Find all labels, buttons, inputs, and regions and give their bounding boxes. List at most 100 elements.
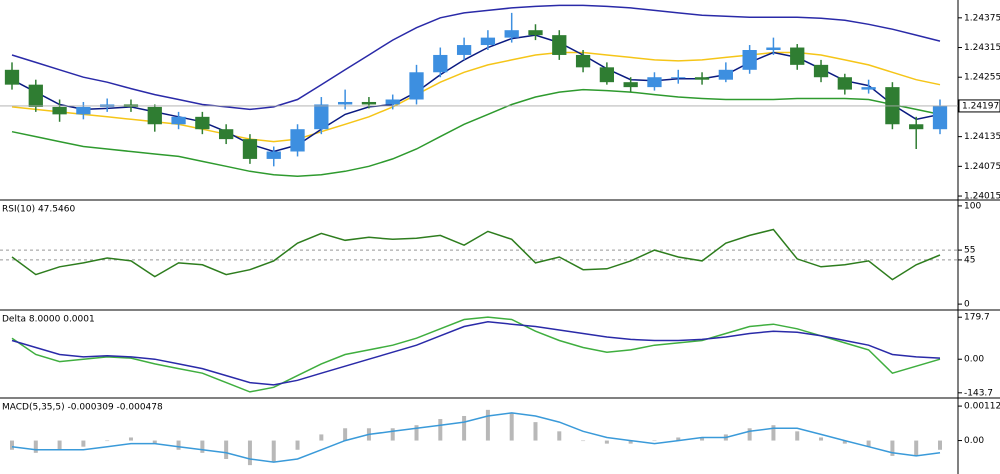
- macd-bar: [485, 409, 490, 441]
- macd-bar: [295, 440, 300, 450]
- macd-bar: [700, 437, 705, 441]
- macd-bar: [557, 431, 562, 441]
- candle-body: [195, 116, 210, 130]
- candle-body: [647, 77, 662, 88]
- y-tick-label: 1.24375: [964, 13, 1000, 23]
- panel-title: MACD(5,35,5) -0.000309 -0.000478: [2, 403, 163, 413]
- indicator-line: [11, 88, 941, 177]
- candle-body: [623, 82, 638, 88]
- candle-body: [837, 77, 852, 90]
- candle-body: [433, 54, 448, 73]
- macd-bar: [462, 415, 467, 441]
- candle-body: [790, 47, 805, 65]
- candle-body: [28, 84, 43, 107]
- macd-bar: [247, 440, 252, 466]
- macd-bar: [105, 440, 110, 442]
- candle-body: [385, 99, 400, 105]
- panel-title: RSI(10) 47.5460: [2, 205, 75, 215]
- macd-bar: [200, 440, 205, 453]
- y-tick-label: -143.7: [964, 388, 993, 398]
- macd-bar: [509, 412, 514, 441]
- indicator-line: [11, 228, 941, 281]
- macd-bar: [128, 437, 133, 441]
- macd-bar: [224, 440, 229, 459]
- y-tick-label: 1.24315: [964, 43, 1000, 53]
- candle-body: [504, 30, 519, 38]
- candle-body: [4, 69, 20, 85]
- macd-bar: [628, 440, 633, 444]
- macd-bar: [842, 440, 847, 444]
- indicator-line: [11, 34, 941, 153]
- y-tick-label: 1.24135: [964, 132, 1000, 142]
- candle-body: [861, 87, 876, 90]
- candle-body: [456, 45, 472, 55]
- macd-bar: [390, 428, 395, 441]
- y-tick-label: 45: [964, 255, 975, 265]
- macd-bar: [604, 440, 609, 444]
- indicator-line: [11, 321, 941, 386]
- macd-bar: [81, 440, 86, 447]
- macd-bar: [771, 425, 776, 441]
- y-tick-label: 0.00: [964, 355, 984, 365]
- macd-bar: [57, 440, 62, 450]
- macd-bar: [747, 428, 752, 441]
- candle-body: [766, 47, 781, 50]
- macd-bar: [33, 440, 38, 453]
- candle-body: [219, 129, 234, 140]
- indicator-line: [11, 4, 941, 111]
- candle-body: [266, 151, 281, 159]
- y-tick-label: 0: [964, 300, 970, 310]
- indicator-line: [11, 412, 941, 463]
- candle-body: [290, 129, 305, 152]
- candle-body: [694, 77, 710, 80]
- macd-bar: [676, 437, 681, 441]
- candle-body: [718, 69, 733, 80]
- y-tick-label: 1.24255: [964, 73, 1000, 83]
- indicator-line: [11, 51, 941, 143]
- y-tick-label: 100: [964, 201, 981, 211]
- macd-bar: [533, 422, 538, 441]
- candle-body: [528, 30, 543, 36]
- y-tick-label: 55: [964, 246, 975, 256]
- macd-bar: [343, 428, 348, 441]
- candle-body: [742, 50, 757, 70]
- candle-body: [76, 106, 91, 115]
- macd-bar: [438, 419, 443, 441]
- last-price-box: [958, 99, 1000, 113]
- y-tick-label: 179.7: [964, 313, 990, 323]
- candle-body: [314, 104, 329, 130]
- candle-body: [361, 101, 377, 105]
- macd-bar: [271, 440, 276, 463]
- candle-body: [337, 101, 353, 105]
- macd-bar: [652, 440, 657, 442]
- candle-body: [813, 64, 829, 78]
- candle-body: [242, 139, 258, 159]
- candle-body: [52, 106, 67, 115]
- macd-bar: [938, 440, 942, 450]
- macd-bar: [795, 431, 800, 441]
- indicator-line: [11, 316, 941, 393]
- y-tick-label: 1.24075: [964, 162, 1000, 172]
- y-tick-label: 0.00: [964, 436, 984, 446]
- candle-body: [552, 35, 567, 55]
- y-tick-label: 1.24015: [964, 192, 1000, 202]
- macd-bar: [819, 437, 824, 441]
- macd-bar: [152, 440, 157, 444]
- last-price-label: 1.24197: [962, 101, 999, 111]
- candle-body: [171, 116, 186, 125]
- macd-bar: [914, 440, 919, 456]
- candle-body: [671, 77, 686, 79]
- macd-bar: [581, 440, 586, 442]
- macd-bar: [176, 440, 181, 450]
- candle-body: [599, 67, 615, 83]
- candle-body: [409, 72, 424, 100]
- panel-title: Delta 8.0000 0.0001: [2, 315, 95, 325]
- candle-body: [575, 54, 591, 68]
- candle-body: [147, 106, 162, 125]
- macd-bar: [319, 434, 324, 441]
- macd-bar: [890, 440, 895, 456]
- candle-body: [909, 124, 924, 130]
- candle-body: [932, 105, 948, 130]
